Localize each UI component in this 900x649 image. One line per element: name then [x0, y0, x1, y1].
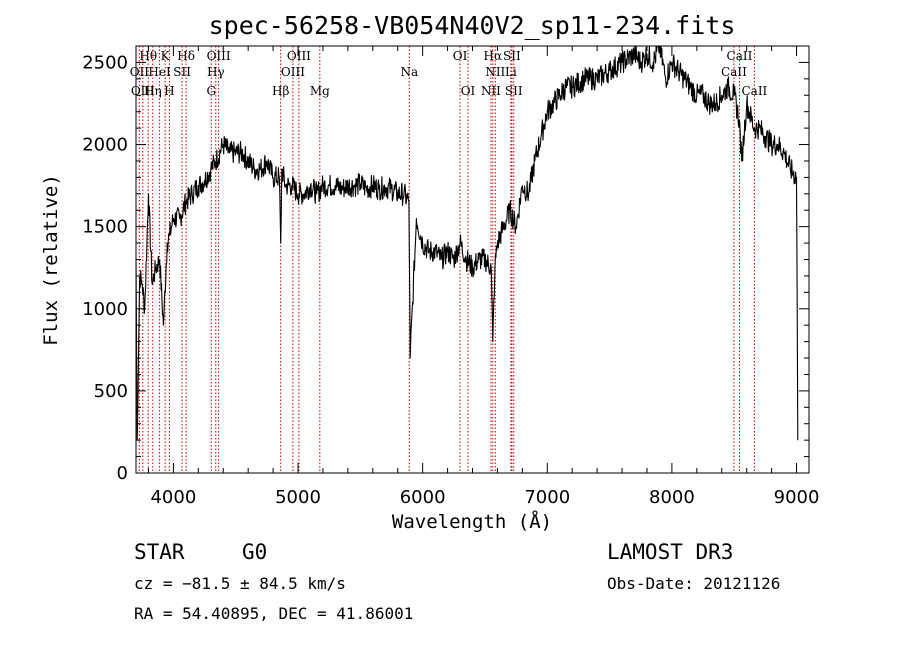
- axis-ticks: 4000 5000 6000 7000 8000 9000 0 500 1000 1500 2000…: [82, 45, 820, 508]
- spectral-line-label: Li: [505, 65, 517, 79]
- x-axis-label: Wavelength (Å): [392, 510, 552, 533]
- spectral-line-markers: [138, 46, 755, 473]
- object-subclass: G0: [242, 540, 268, 564]
- spectral-line-label: Hγ: [207, 65, 225, 79]
- spectral-line-label: Hβ: [272, 84, 289, 98]
- spectral-line-label: CaII: [727, 49, 753, 63]
- y-tick-label: 2000: [82, 135, 128, 156]
- x-tick-label: 8000: [649, 487, 695, 508]
- x-tick-label: 9000: [774, 487, 820, 508]
- coordinates: RA = 54.40895, DEC = 41.86001: [134, 604, 414, 623]
- spectral-line-label: Hα: [484, 49, 503, 63]
- spectral-line-label: Hη: [144, 84, 162, 98]
- spectral-line-label: Mg: [310, 84, 330, 98]
- spectral-line-label: OIII: [207, 49, 231, 63]
- observation-date: Obs-Date: 20121126: [607, 574, 781, 593]
- spectral-line-label: CaII: [741, 84, 767, 98]
- object-class: STAR: [134, 540, 185, 564]
- spectral-line-label: OIII: [287, 49, 311, 63]
- y-axis-label: Flux (relative): [40, 174, 62, 346]
- spectral-line-label: G: [206, 84, 216, 98]
- spectral-line-label: SII: [505, 84, 523, 98]
- y-tick-label: 1500: [82, 217, 128, 238]
- spectral-line-label: OII: [130, 65, 150, 79]
- spectral-line-label: NII: [481, 84, 501, 98]
- spectral-line-label: Na: [400, 65, 418, 79]
- spectrum-line: [135, 45, 799, 441]
- spectrum-series: [135, 45, 799, 441]
- redshift-cz: cz = −81.5 ± 84.5 km/s: [134, 574, 346, 593]
- spectral-line-label: OIII: [281, 65, 305, 79]
- spectral-line-label: HeI: [148, 65, 171, 79]
- spectral-line-label: OI: [461, 84, 476, 98]
- x-tick-label: 5000: [275, 487, 321, 508]
- spectral-line-label: SII: [173, 65, 191, 79]
- y-tick-label: 2500: [82, 52, 128, 73]
- spectral-line-label: SII: [503, 49, 521, 63]
- spectral-line-label: Hδ: [177, 49, 195, 63]
- y-tick-label: 0: [117, 463, 128, 484]
- x-tick-label: 7000: [524, 487, 570, 508]
- spectral-line-label: OIII: [131, 84, 155, 98]
- spectral-line-label: NII: [485, 65, 505, 79]
- survey-name: LAMOST DR3: [607, 540, 734, 564]
- y-tick-label: 500: [94, 381, 128, 402]
- spectral-line-label: Hθ: [139, 49, 157, 63]
- x-tick-label: 4000: [150, 487, 196, 508]
- x-tick-label: 6000: [400, 487, 446, 508]
- y-tick-label: 1000: [82, 299, 128, 320]
- spectral-line-label: K: [161, 49, 171, 63]
- chart-title: spec-56258-VB054N40V2_sp11-234.fits: [209, 11, 736, 40]
- spectral-line-label: CaII: [721, 65, 747, 79]
- spectral-line-label: OI: [453, 49, 468, 63]
- spectral-line-label: H: [164, 84, 174, 98]
